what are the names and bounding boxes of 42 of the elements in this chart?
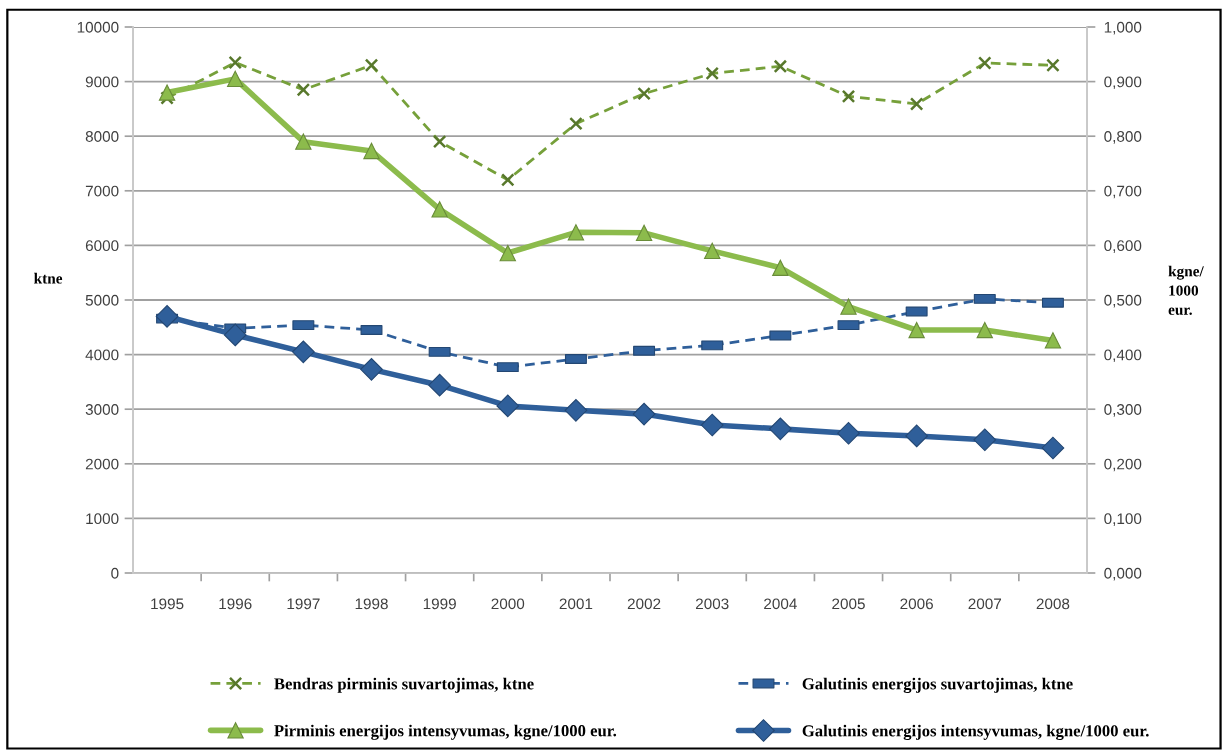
legend-label: Bendras pirminis suvartojimas, ktne	[274, 677, 534, 693]
y-tick-label: 10000	[77, 21, 119, 33]
y2-tick-label: 0,100	[1104, 513, 1142, 526]
y-tick-label: 1000	[86, 513, 119, 525]
y2-tick-label: 0,500	[1104, 294, 1142, 308]
x-tick-label: 1998	[355, 598, 388, 610]
y-tick-label: 2000	[85, 458, 119, 470]
y-tick-label: 7000	[85, 185, 119, 197]
x-tick-label: 2003	[695, 598, 729, 610]
y-tick-label: 9000	[85, 76, 119, 88]
x-tick-label: 2005	[832, 598, 865, 610]
x-tick-label: 1997	[287, 598, 320, 610]
y-tick-label: 8000	[85, 131, 119, 142]
legend-label: Galutinis energijos intensyvumas, kgne/1000 eur.	[802, 724, 1149, 740]
x-tick-label: 2007	[968, 598, 1002, 610]
x-tick-label: 2002	[627, 598, 661, 610]
x-tick-label: 1999	[423, 598, 456, 610]
y2-tick-label: 0,400	[1104, 349, 1142, 363]
y2-tick-label: 0,600	[1104, 240, 1142, 253]
y-tick-label: 0	[111, 567, 119, 579]
x-tick-label: 2004	[764, 598, 797, 610]
y2-tick-label: 0,200	[1104, 458, 1142, 472]
y-tick-label: 4000	[85, 349, 119, 361]
x-tick-label: 1995	[151, 598, 184, 610]
y-tick-label: 6000	[85, 240, 119, 252]
y2-tick-label: 0,000	[1104, 567, 1142, 581]
y2-axis-title: kgne/ 1000 eur.	[1168, 265, 1204, 315]
x-tick-label: 2000	[491, 598, 525, 610]
y2-tick-label: 0,300	[1104, 404, 1142, 417]
x-tick-label: 2008	[1036, 598, 1070, 610]
y2-tick-label: 0,700	[1104, 185, 1142, 199]
y2-tick-label: 1,000	[1104, 21, 1142, 35]
y-tick-label: 3000	[85, 404, 119, 415]
x-tick-label: 1996	[219, 598, 252, 610]
x-tick-label: 2006	[900, 598, 933, 610]
legend-label: Pirminis energijos intensyvumas, kgne/1000 eur.	[274, 724, 617, 740]
y-tick-label: 5000	[85, 294, 119, 306]
y-axis-title: ktne	[34, 272, 63, 284]
legend-label: Galutinis energijos suvartojimas, ktne	[802, 677, 1073, 693]
y2-tick-label: 0,800	[1104, 131, 1142, 144]
y2-tick-label: 0,900	[1104, 76, 1142, 90]
x-tick-label: 2001	[559, 598, 593, 610]
